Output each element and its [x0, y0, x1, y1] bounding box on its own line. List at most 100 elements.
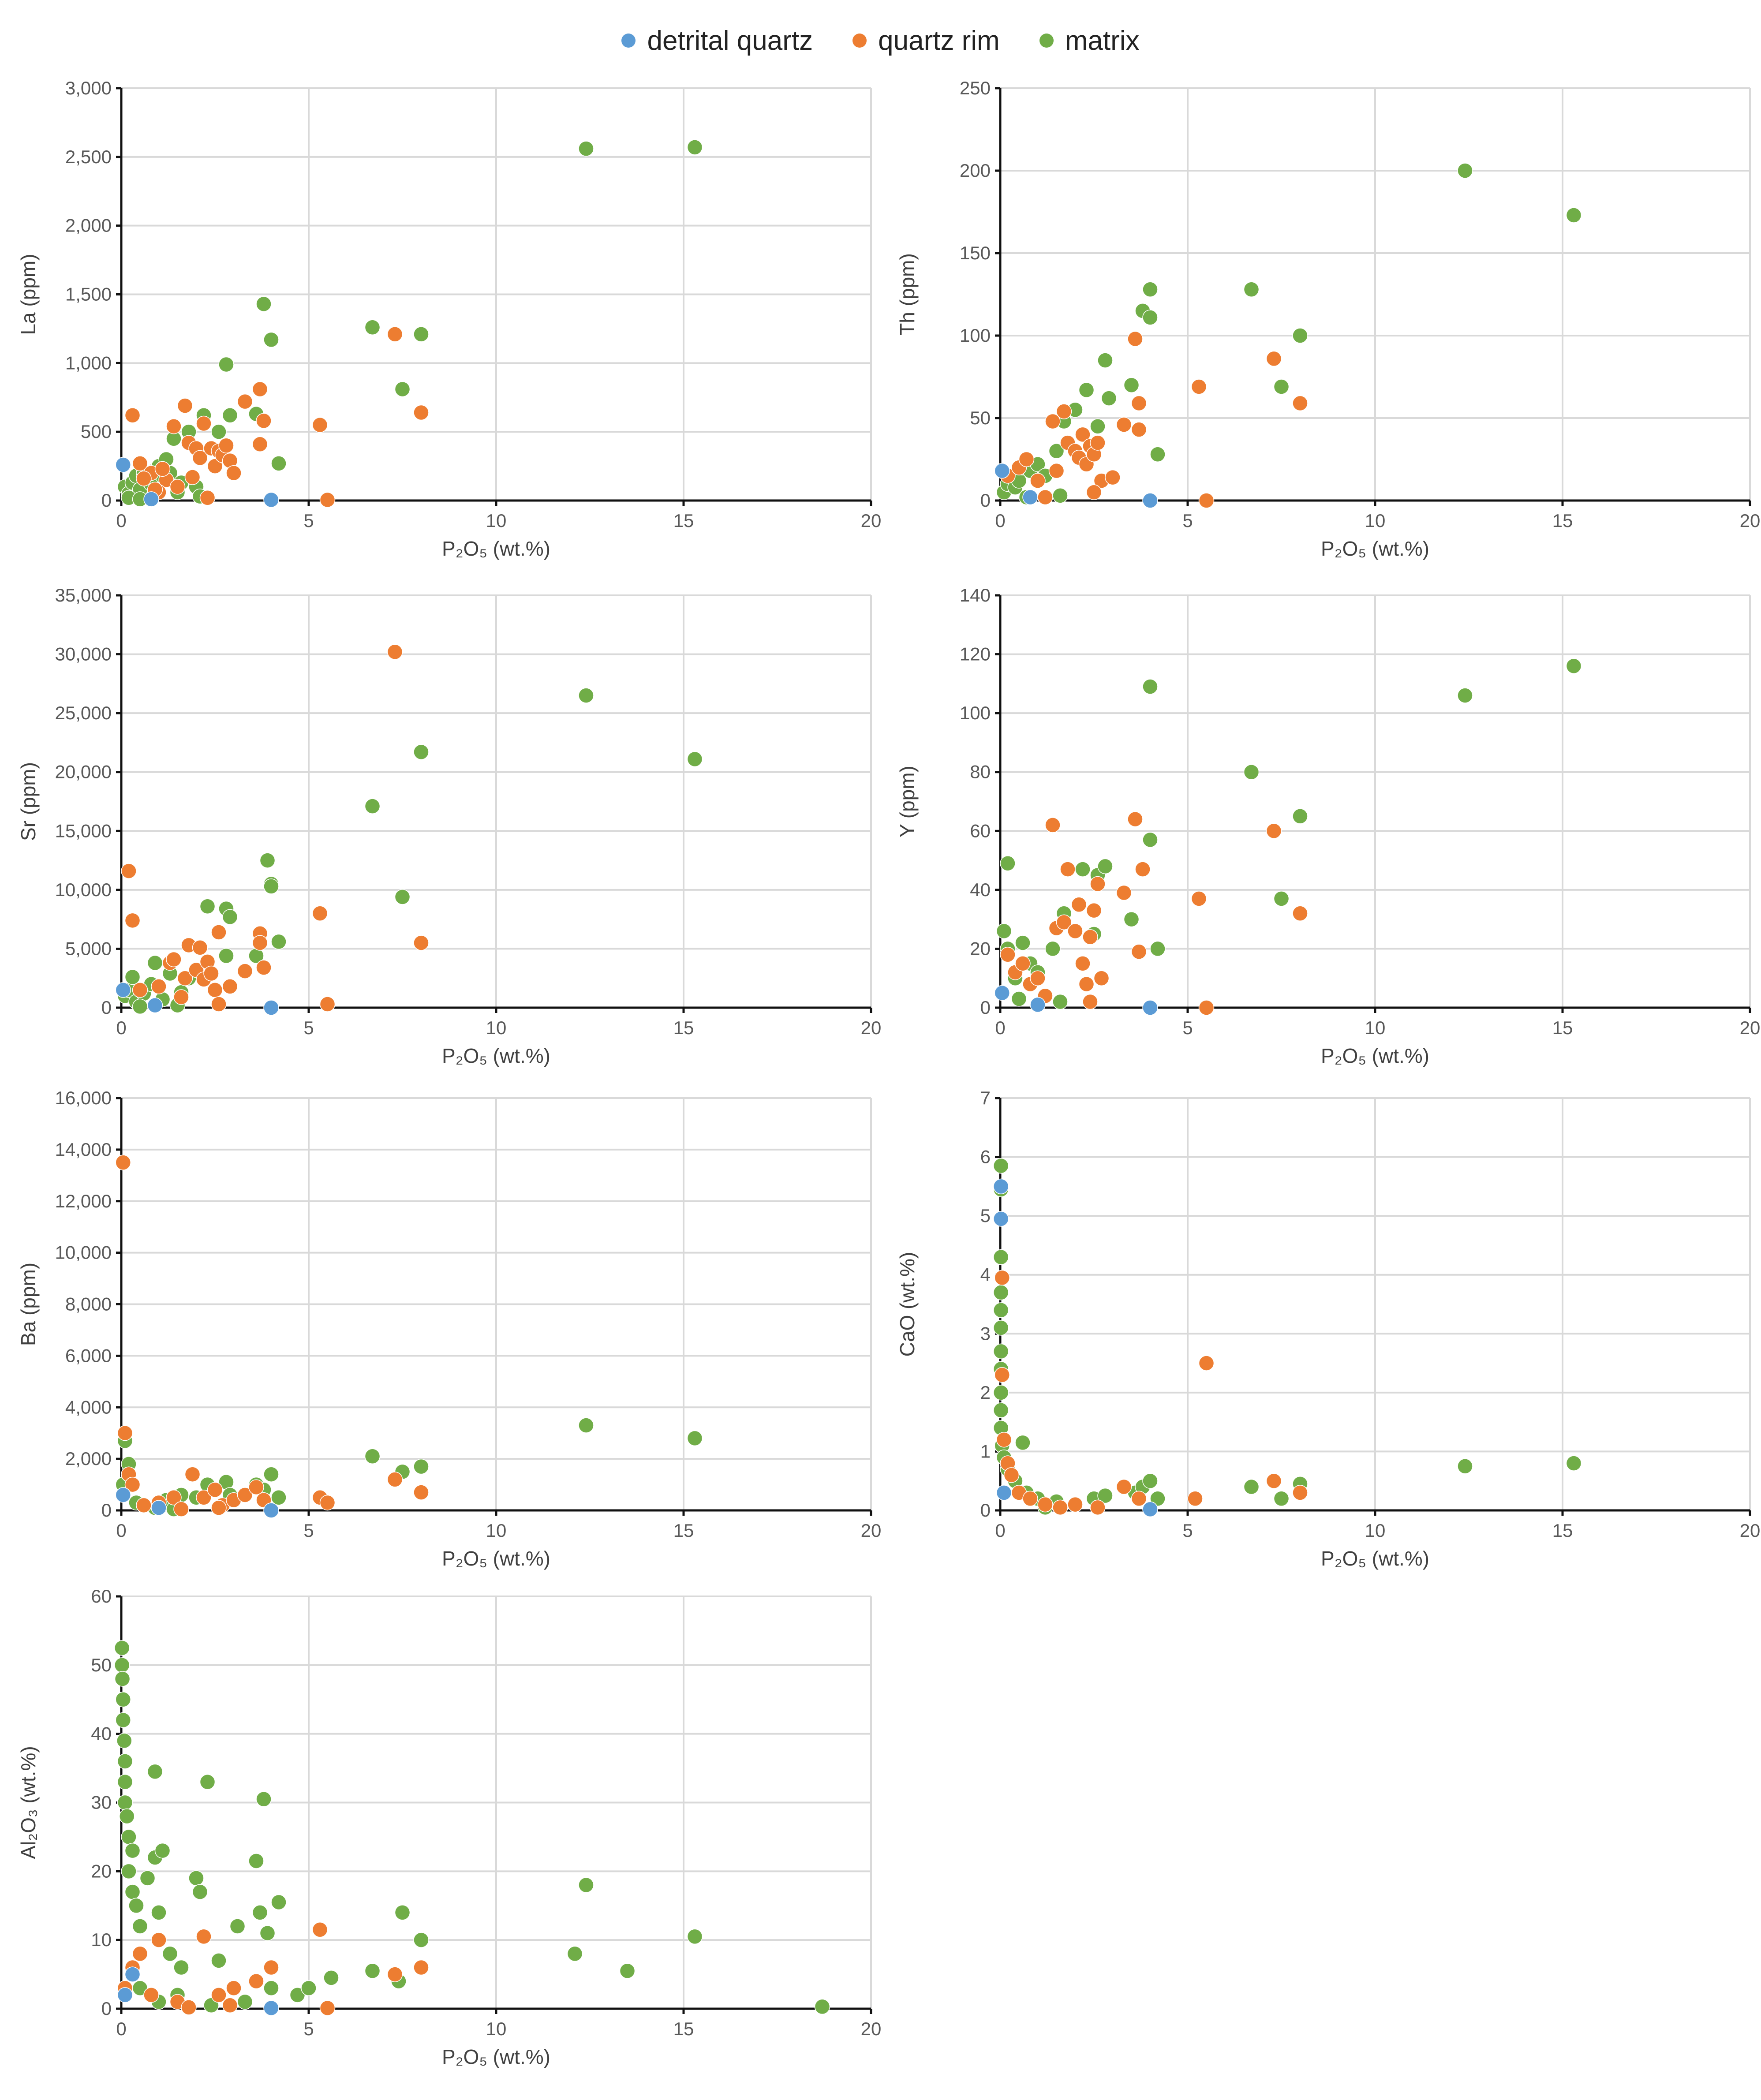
data-point-quartz-rim: [124, 1476, 141, 1493]
data-point-matrix: [1457, 1458, 1473, 1474]
data-point-matrix: [578, 1417, 594, 1433]
scatter-plot-y: 0 20 40 60 80 100 120 140 0 5 10 15 20 P₂O₅ (wt.%) Y (…: [896, 585, 1760, 1067]
data-point-quartz-rim: [319, 492, 336, 508]
x-tick-label: 5: [303, 510, 314, 531]
data-point-matrix: [114, 1657, 130, 1673]
x-tick-label: 20: [861, 1520, 882, 1541]
data-point-matrix: [1566, 658, 1582, 674]
data-point-matrix: [263, 1466, 279, 1482]
data-point-matrix: [173, 1959, 189, 1976]
x-tick-label: 10: [1365, 1520, 1386, 1541]
x-tick-label: 20: [1740, 510, 1761, 531]
data-point-matrix: [271, 1490, 287, 1506]
data-point-quartz-rim: [207, 1482, 223, 1498]
data-point-quartz-rim: [387, 326, 403, 342]
data-point-quartz-rim: [256, 960, 272, 975]
data-point-quartz-rim: [252, 381, 268, 397]
data-point-matrix: [364, 798, 381, 814]
data-point-quartz-rim: [1131, 422, 1147, 437]
legend-marker-quartz-rim: [852, 34, 867, 48]
data-point-detrital-quartz: [115, 457, 131, 473]
data-point-matrix: [1273, 1491, 1290, 1507]
x-tick-label: 15: [673, 1520, 694, 1541]
data-point-matrix: [147, 1764, 163, 1780]
y-tick-label: 5,000: [65, 938, 112, 959]
data-point-detrital-quartz: [1142, 493, 1158, 508]
data-point-matrix: [1457, 163, 1473, 179]
y-tick-label: 250: [960, 78, 991, 98]
y-tick-label: 80: [970, 762, 991, 782]
x-tick-label: 20: [1740, 1520, 1761, 1541]
data-point-quartz-rim: [177, 970, 193, 986]
legend-label: quartz rim: [878, 25, 1000, 56]
data-point-quartz-rim: [1116, 417, 1132, 433]
data-point-quartz-rim: [1052, 1499, 1068, 1516]
data-point-quartz-rim: [117, 1425, 133, 1441]
data-point-quartz-rim: [1003, 1467, 1020, 1483]
data-point-matrix: [1000, 856, 1016, 871]
data-point-quartz-rim: [192, 940, 208, 956]
data-point-matrix: [993, 1385, 1009, 1401]
data-point-quartz-rim: [1056, 914, 1072, 930]
data-point-matrix: [117, 1794, 133, 1811]
y-tick-label: 15,000: [55, 820, 112, 841]
data-point-quartz-rim: [1090, 1499, 1106, 1516]
data-point-matrix: [394, 889, 411, 905]
data-point-quartz-rim: [1116, 1479, 1132, 1495]
data-point-matrix: [567, 1946, 583, 1962]
y-tick-label: 200: [960, 160, 991, 181]
y-tick-label: 6: [980, 1147, 991, 1167]
data-point-quartz-rim: [1030, 970, 1046, 986]
data-point-quartz-rim: [1037, 1496, 1053, 1513]
data-point-matrix: [252, 1905, 268, 1921]
data-point-quartz-rim: [1187, 1491, 1203, 1507]
x-tick-label: 10: [486, 1520, 507, 1541]
x-axis-title: P₂O₅ (wt.%): [1321, 537, 1429, 560]
data-point-quartz-rim: [1037, 489, 1053, 505]
data-point-matrix: [993, 1285, 1009, 1300]
y-tick-label: 0: [980, 490, 991, 511]
data-point-matrix: [218, 356, 234, 373]
data-point-matrix: [1015, 935, 1031, 951]
data-point-matrix: [1142, 679, 1158, 695]
data-point-quartz-rim: [192, 450, 208, 466]
data-point-matrix: [1078, 382, 1095, 398]
data-point-quartz-rim: [211, 1500, 227, 1516]
data-point-quartz-rim: [1131, 395, 1147, 411]
data-point-detrital-quartz: [993, 1178, 1009, 1195]
data-point-detrital-quartz: [1142, 1000, 1158, 1016]
data-point-matrix: [394, 1905, 411, 1921]
data-point-detrital-quartz: [263, 1000, 279, 1016]
data-point-quartz-rim: [1015, 956, 1031, 972]
x-tick-label: 10: [486, 1017, 507, 1038]
y-tick-label: 20: [91, 1861, 112, 1881]
x-tick-label: 15: [1552, 1017, 1573, 1038]
data-point-quartz-rim: [1000, 947, 1016, 963]
data-point-matrix: [578, 688, 594, 703]
data-point-matrix: [1243, 281, 1260, 298]
x-tick-label: 15: [673, 1017, 694, 1038]
data-point-quartz-rim: [319, 996, 336, 1012]
data-point-matrix: [1015, 1435, 1031, 1451]
y-tick-label: 140: [960, 585, 991, 605]
data-point-quartz-rim: [1082, 994, 1098, 1010]
legend-item-quartz-rim: quartz rim: [852, 25, 1000, 56]
x-tick-label: 5: [1182, 1017, 1193, 1038]
data-point-matrix: [1097, 1487, 1113, 1504]
x-tick-label: 5: [1182, 1520, 1193, 1541]
data-point-quartz-rim: [1266, 823, 1282, 839]
legend-item-detrital-quartz: detrital quartz: [621, 25, 813, 56]
x-tick-label: 20: [861, 2018, 882, 2039]
data-point-quartz-rim: [132, 456, 148, 471]
data-point-detrital-quartz: [147, 997, 163, 1013]
data-point-quartz-rim: [166, 418, 182, 434]
data-point-matrix: [993, 1158, 1009, 1174]
y-axis-title: Ba (ppm): [17, 1263, 40, 1346]
data-point-matrix: [162, 1946, 178, 1962]
data-point-matrix: [121, 1863, 137, 1880]
data-point-quartz-rim: [136, 1497, 152, 1513]
data-point-matrix: [115, 1712, 131, 1728]
data-point-quartz-rim: [1045, 817, 1061, 833]
x-tick-label: 0: [995, 1017, 1005, 1038]
x-tick-label: 10: [486, 2018, 507, 2039]
